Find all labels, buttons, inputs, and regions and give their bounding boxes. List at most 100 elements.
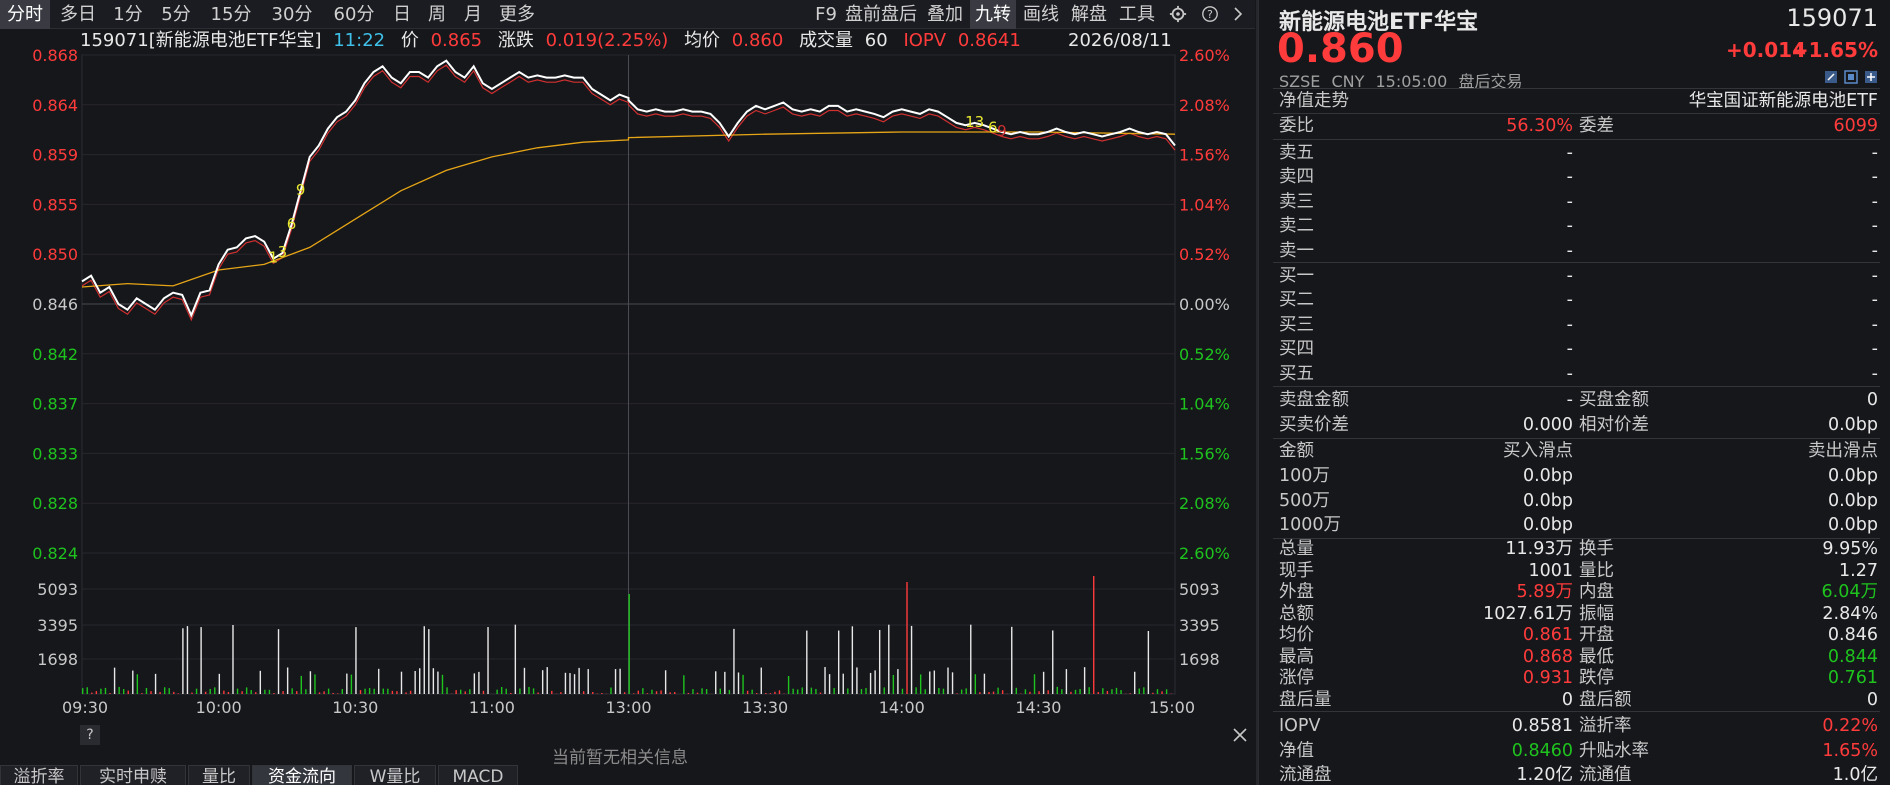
window-icon[interactable] bbox=[1844, 70, 1858, 84]
f9-button[interactable]: F9 bbox=[815, 4, 837, 25]
overlay-button[interactable]: 叠加 bbox=[927, 4, 963, 25]
help-icon[interactable]: ? bbox=[80, 725, 100, 745]
stat-value: 0.861 bbox=[1522, 625, 1573, 645]
volume-bar bbox=[582, 691, 585, 694]
tab-5min[interactable]: 5分 bbox=[161, 4, 191, 25]
sell-level-row: 卖一 - - bbox=[1279, 239, 1878, 263]
intraday-chart[interactable]: 0.868 2.60% 0.864 2.08% 0.859 1.56% 0.855 1.04%… bbox=[0, 29, 1255, 723]
volume-bar bbox=[719, 688, 721, 694]
price-line bbox=[81, 59, 1176, 318]
tab-fund-flow[interactable]: 资金流向 bbox=[252, 765, 352, 785]
tab-premium[interactable]: 溢折率 bbox=[0, 765, 78, 785]
volume-bar bbox=[1120, 690, 1122, 694]
divider bbox=[1273, 139, 1880, 140]
volume-bar bbox=[528, 686, 530, 694]
stat-label: 最高 bbox=[1279, 646, 1314, 667]
tab-multiday[interactable]: 多日 bbox=[60, 4, 96, 25]
volume-bar bbox=[446, 687, 448, 694]
volume-bar bbox=[332, 692, 334, 694]
volume-bar bbox=[104, 687, 107, 694]
stat-value: 0.844 bbox=[1827, 646, 1878, 667]
volume-bar bbox=[551, 690, 553, 694]
td-sequential-button[interactable]: 九转 bbox=[970, 0, 1016, 29]
spread-label: 买卖价差 bbox=[1279, 415, 1349, 435]
sell-level-label: 卖五 bbox=[1279, 143, 1314, 163]
volume-bar bbox=[200, 627, 202, 694]
weibi-label: 委比 bbox=[1279, 116, 1314, 136]
tab-w-volume-ratio[interactable]: W量比 bbox=[354, 765, 436, 785]
stat-row: 外盘 5.89万 内盘 6.04万 bbox=[1279, 580, 1878, 604]
tab-more[interactable]: 更多 bbox=[499, 4, 535, 25]
volume-bar bbox=[195, 688, 198, 694]
extra-stat-row: 净值 0.8460 升贴水率 1.65% bbox=[1279, 739, 1878, 763]
volume-bar bbox=[409, 690, 412, 694]
volume-bar bbox=[842, 673, 844, 694]
vol-tick-label: 1698 bbox=[37, 650, 78, 669]
vol-tick-label: 5093 bbox=[1179, 580, 1220, 599]
volume-bar bbox=[924, 689, 926, 694]
volume-bar bbox=[724, 671, 726, 694]
volume-bar bbox=[113, 667, 116, 694]
tab-15min[interactable]: 15分 bbox=[210, 4, 252, 25]
tab-macd[interactable]: MACD bbox=[438, 765, 518, 785]
tools-button[interactable]: 工具 bbox=[1119, 4, 1155, 25]
x-tick-label: 10:30 bbox=[332, 698, 378, 717]
gear-icon[interactable] bbox=[1164, 0, 1192, 29]
volume-bar bbox=[250, 690, 252, 694]
volume-bar bbox=[82, 688, 84, 694]
tab-week[interactable]: 周 bbox=[428, 4, 446, 25]
stat-value: 1.0亿 bbox=[1832, 765, 1878, 785]
tab-day[interactable]: 日 bbox=[393, 4, 411, 25]
help-icon[interactable]: ? bbox=[1196, 0, 1224, 29]
tab-month[interactable]: 月 bbox=[464, 4, 482, 25]
volume-bar bbox=[1147, 630, 1150, 694]
price-change: +0.014 bbox=[1725, 38, 1806, 62]
stat-value: 0.8581 bbox=[1511, 716, 1573, 736]
weicha-value: 6099 bbox=[1833, 116, 1878, 136]
draw-button[interactable]: 画线 bbox=[1023, 4, 1059, 25]
volume-bar bbox=[778, 690, 781, 694]
stat-label: 最低 bbox=[1579, 646, 1614, 667]
y-tick-label: 0.824 bbox=[32, 544, 78, 563]
slip-sell: 0.0bp bbox=[1827, 466, 1878, 486]
vol-tick-label: 3395 bbox=[1179, 616, 1220, 635]
buy-level-price: - bbox=[1566, 266, 1573, 286]
sell-level-label: 卖三 bbox=[1279, 191, 1314, 212]
volume-bar bbox=[696, 692, 699, 694]
tab-30min[interactable]: 30分 bbox=[271, 4, 313, 25]
edit-icon[interactable] bbox=[1824, 70, 1838, 84]
volume-bar bbox=[815, 688, 817, 694]
volume-bar bbox=[756, 693, 758, 694]
volume-bar bbox=[541, 670, 544, 694]
volume-bar bbox=[1083, 667, 1086, 694]
tab-volume-ratio[interactable]: 量比 bbox=[188, 765, 250, 785]
tab-intraday[interactable]: 分时 bbox=[0, 0, 50, 29]
add-icon[interactable] bbox=[1864, 70, 1878, 84]
volume-bar bbox=[642, 688, 644, 694]
premarket-button[interactable]: 盘前盘后 bbox=[845, 4, 917, 25]
chart-info-bar: 159071[新能源电池ETF华宝] 11:22 价 0.865 涨跌 0.01… bbox=[80, 29, 1021, 53]
volume-bar bbox=[1097, 692, 1099, 694]
volume-bar bbox=[523, 667, 526, 694]
volume-bar bbox=[341, 689, 343, 694]
volume-bar bbox=[819, 692, 822, 694]
buy-level-label: 买五 bbox=[1279, 363, 1314, 384]
nav-trend-row[interactable]: 净值走势 华宝国证新能源电池ETF bbox=[1279, 89, 1878, 113]
close-icon[interactable] bbox=[1230, 725, 1250, 745]
y-tick-label: 0.846 bbox=[32, 295, 78, 314]
slip-sell-header: 卖出滑点 bbox=[1808, 441, 1878, 461]
volume-bar bbox=[346, 673, 348, 694]
chevron-right-icon[interactable] bbox=[1226, 0, 1250, 29]
analysis-button[interactable]: 解盘 bbox=[1071, 4, 1107, 25]
volume-bar bbox=[610, 687, 612, 694]
tab-1min[interactable]: 1分 bbox=[113, 4, 143, 25]
volume-bar bbox=[769, 693, 772, 694]
tab-realtime-creation[interactable]: 实时申赎 bbox=[80, 765, 186, 785]
tab-60min[interactable]: 60分 bbox=[333, 4, 375, 25]
volume-bar bbox=[942, 688, 945, 694]
buy-level-row: 买二 - - bbox=[1279, 288, 1878, 312]
volume-bar bbox=[387, 688, 389, 694]
volume-bar bbox=[537, 692, 539, 694]
volume-bar bbox=[218, 673, 221, 694]
volume-bar bbox=[428, 629, 430, 694]
